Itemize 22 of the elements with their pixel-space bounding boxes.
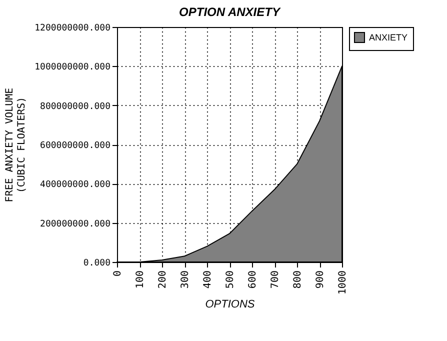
x-tick-label: 0 bbox=[112, 270, 124, 277]
x-tick-label: 500 bbox=[225, 270, 236, 289]
x-tick-label: 300 bbox=[180, 270, 191, 289]
x-tick-label: 100 bbox=[135, 270, 146, 289]
y-axis-title: FREE ANXIETY VOLUME (CUBIC FLOATERS) bbox=[4, 88, 28, 202]
x-tick-label: 800 bbox=[292, 270, 304, 289]
legend-label: ANXIETY bbox=[369, 32, 408, 42]
y-tick-label: 400000000.000 bbox=[40, 180, 110, 190]
x-axis-title: OPTIONS bbox=[205, 298, 256, 311]
y-tick-label: 1000000000.000 bbox=[34, 62, 110, 73]
y-tick-label: 200000000.000 bbox=[40, 219, 110, 230]
x-tick-label: 900 bbox=[315, 270, 326, 289]
y-tick-label: 1200000000.000 bbox=[34, 24, 110, 34]
x-tick-label: 1000 bbox=[338, 270, 348, 295]
y-tick-label: 0.000 bbox=[83, 258, 110, 268]
x-tick-label: 400 bbox=[202, 270, 214, 289]
y-tick-label: 600000000.000 bbox=[40, 141, 110, 151]
x-tick-label: 200 bbox=[158, 270, 168, 289]
y-tick-label: 800000000.000 bbox=[40, 102, 110, 112]
chart-title: OPTION ANXIETY bbox=[179, 5, 281, 19]
x-tick-label: 700 bbox=[270, 270, 281, 289]
x-tick-label: 600 bbox=[248, 270, 258, 289]
